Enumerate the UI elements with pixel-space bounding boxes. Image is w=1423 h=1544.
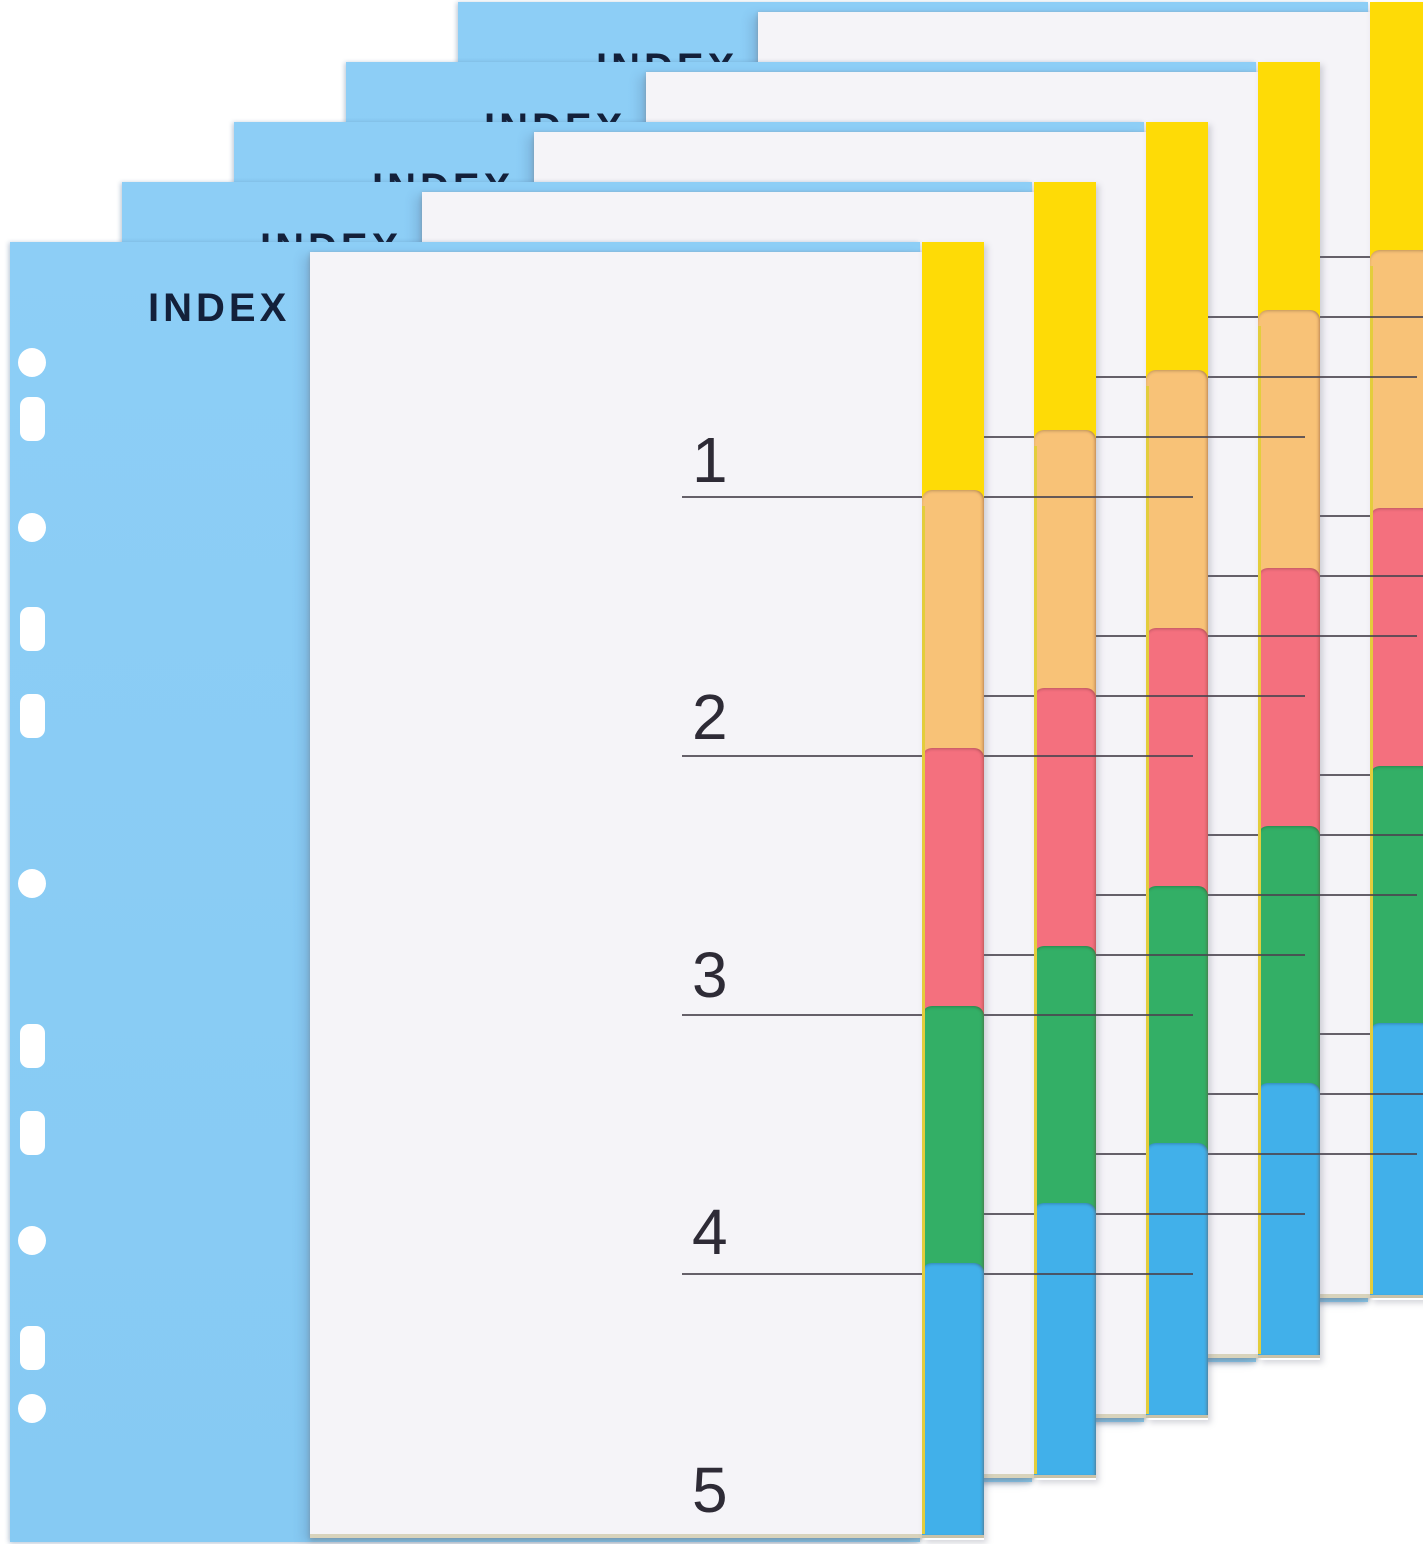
divider-set-1: INDEX 1 2 3 4 5 [10,242,1193,1544]
tab-3-red [1146,628,1208,898]
row-number-4: 4 [692,1196,728,1268]
tab-3-red [1370,508,1423,778]
tab-1-yellow [1034,182,1096,442]
row-rule-line-3 [1018,834,1423,836]
punch-hole-rounded-rect [20,1024,45,1068]
tab-4-green [1146,886,1208,1155]
yellow-sheet-edge [1146,386,1149,1414]
tab-4-green [1370,766,1423,1035]
punch-hole-rounded-rect [20,607,45,651]
tab-3-red [1258,568,1320,838]
yellow-sheet-edge [1258,326,1261,1354]
tab-4-green [922,1006,984,1275]
tab-1-yellow [922,242,984,502]
tab-2-orange [1258,310,1320,580]
yellow-sheet-edge [922,506,925,1534]
tab-1-yellow [1370,2,1423,262]
tab-strip [1370,2,1423,1300]
tab-5-blue [1258,1083,1320,1358]
tab-3-red [922,748,984,1018]
punch-hole-round [18,1393,46,1423]
yellow-sheet-edge [1034,446,1037,1474]
tab-1-yellow [1258,62,1320,322]
tab-strip [1034,182,1096,1480]
punch-hole-rounded-rect [20,1326,45,1370]
tab-5-blue [922,1263,984,1538]
row-rule-line-4 [1018,1093,1423,1095]
tab-2-orange [1146,370,1208,640]
tab-strip [1146,122,1208,1420]
punch-hole-round [18,1225,46,1255]
row-number-1: 1 [692,424,728,496]
tab-1-yellow [1146,122,1208,382]
punch-hole-round [18,512,46,542]
index-cover-title: INDEX [148,286,291,330]
tab-5-blue [1370,1023,1423,1298]
punch-hole-round [18,868,46,898]
tab-2-orange [1034,430,1096,700]
row-rule-line-1 [1018,316,1423,318]
tab-strip [922,242,984,1540]
tab-strip [1258,62,1320,1360]
tab-5-blue [1034,1203,1096,1478]
row-number-5: 5 [692,1454,728,1526]
punch-hole-round [18,347,46,377]
tab-2-orange [922,490,984,760]
punch-hole-rounded-rect [20,397,45,441]
tab-2-orange [1370,250,1423,520]
row-number-3: 3 [692,939,728,1011]
row-rule-line-2 [1018,575,1423,577]
tab-3-red [1034,688,1096,958]
punch-hole-rounded-rect [20,1111,45,1155]
contents-page: 1 2 3 4 5 [310,252,1193,1538]
row-number-2: 2 [692,681,728,753]
tab-4-green [1258,826,1320,1095]
tab-5-blue [1146,1143,1208,1418]
punch-hole-rounded-rect [20,694,45,738]
yellow-sheet-edge [1370,266,1373,1294]
tab-4-green [1034,946,1096,1215]
